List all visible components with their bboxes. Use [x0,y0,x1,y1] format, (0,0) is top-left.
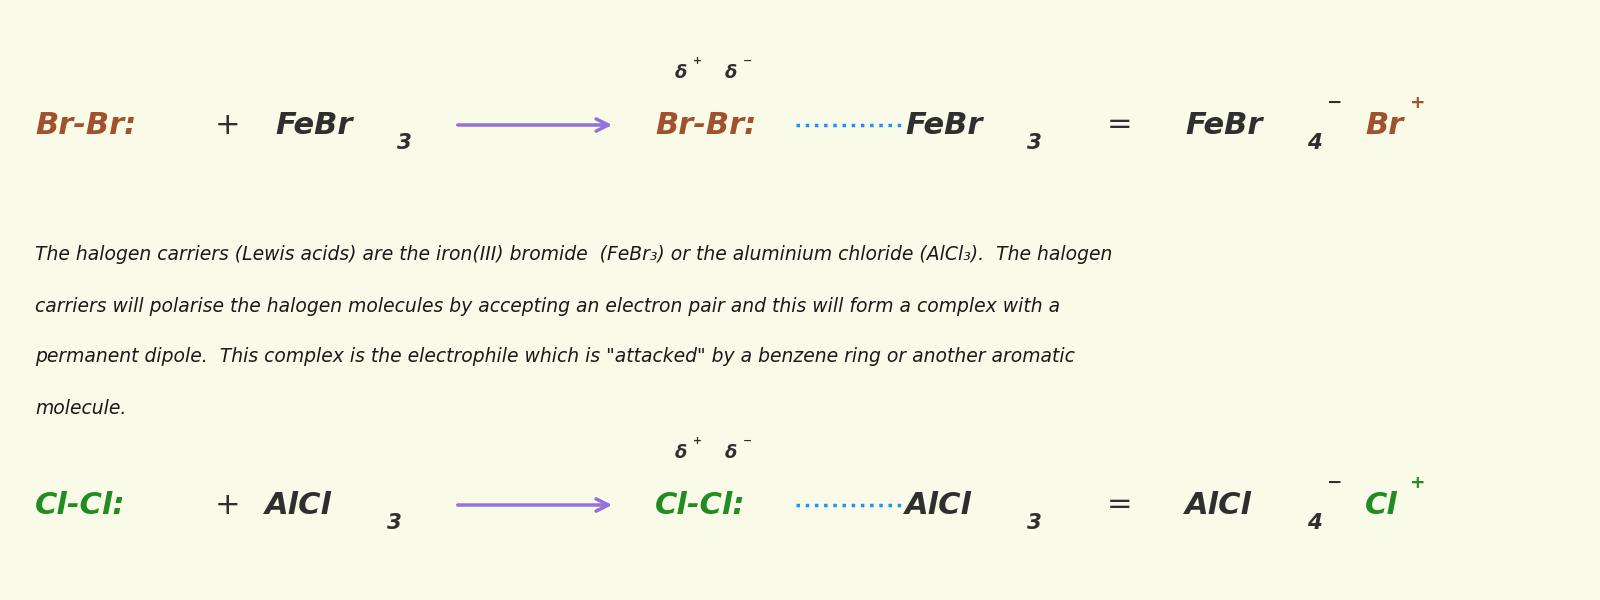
Text: FeBr: FeBr [906,110,982,139]
Text: Br-Br:: Br-Br: [654,110,757,139]
Text: +: + [214,110,240,139]
Text: −: − [742,436,752,446]
Text: δ: δ [725,444,738,462]
Text: AlCl: AlCl [906,491,973,520]
Text: +: + [1410,94,1426,112]
Text: =: = [1107,110,1133,139]
Text: Cl-Cl:: Cl-Cl: [35,491,126,520]
Text: 3: 3 [387,513,402,533]
Text: −: − [1326,94,1342,112]
Text: permanent dipole.  This complex is the electrophile which is "attacked" by a ben: permanent dipole. This complex is the el… [35,347,1075,367]
Text: 3: 3 [397,133,411,153]
Text: Cl-Cl:: Cl-Cl: [654,491,746,520]
Text: −: − [1326,474,1342,492]
Text: 4: 4 [1307,513,1322,533]
Text: carriers will polarise the halogen molecules by accepting an electron pair and t: carriers will polarise the halogen molec… [35,296,1061,316]
Text: +: + [1410,474,1426,492]
Text: FeBr: FeBr [275,110,352,139]
Text: AlCl: AlCl [1186,491,1251,520]
Text: −: − [742,56,752,66]
Text: +: + [693,56,702,66]
Text: δ: δ [675,64,688,82]
Text: FeBr: FeBr [1186,110,1262,139]
Text: 3: 3 [1027,133,1042,153]
Text: δ: δ [675,444,688,462]
Text: Br-Br:: Br-Br: [35,110,136,139]
Text: +: + [214,491,240,520]
Text: =: = [1107,491,1133,520]
Text: The halogen carriers (Lewis acids) are the iron(III) bromide  (FeBr₃) or the alu: The halogen carriers (Lewis acids) are t… [35,245,1112,265]
Text: δ: δ [725,64,738,82]
Text: Br: Br [1365,110,1403,139]
Text: Cl: Cl [1365,491,1398,520]
Text: 4: 4 [1307,133,1322,153]
Text: molecule.: molecule. [35,398,126,418]
Text: +: + [693,436,702,446]
Text: AlCl: AlCl [266,491,333,520]
Text: 3: 3 [1027,513,1042,533]
